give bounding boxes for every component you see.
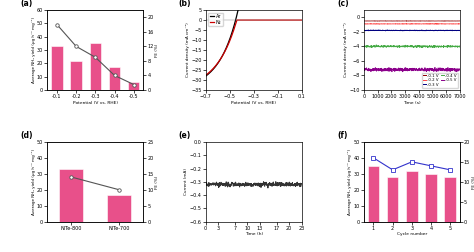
N₂ xyxy=(245,19,251,22)
X-axis label: Time (s): Time (s) xyxy=(403,101,420,105)
Text: (f): (f) xyxy=(337,131,347,140)
Y-axis label: FE (%): FE (%) xyxy=(155,43,159,57)
N₂ xyxy=(299,19,304,22)
Line: Ar: Ar xyxy=(206,0,301,76)
Y-axis label: Current (mA): Current (mA) xyxy=(184,168,188,195)
Bar xyxy=(445,177,456,222)
Text: (d): (d) xyxy=(20,131,33,140)
Legend: Ar, N₂: Ar, N₂ xyxy=(208,13,223,26)
Y-axis label: Average NH₃ yield (μg h⁻¹ mg⁻¹): Average NH₃ yield (μg h⁻¹ mg⁻¹) xyxy=(32,149,36,215)
Text: (e): (e) xyxy=(179,131,191,140)
Bar xyxy=(387,177,399,222)
X-axis label: Cycle number: Cycle number xyxy=(397,232,427,236)
Bar xyxy=(90,43,101,90)
Text: (c): (c) xyxy=(337,0,349,9)
N₂ xyxy=(203,74,209,77)
Bar xyxy=(128,82,139,90)
Y-axis label: Average NH₃ yield (μg h⁻¹ mg⁻¹): Average NH₃ yield (μg h⁻¹ mg⁻¹) xyxy=(32,17,36,83)
Bar xyxy=(425,174,437,222)
Legend: -0.1 V, -0.2 V, -0.3 V, -0.4 V, -0.5 V: -0.1 V, -0.2 V, -0.3 V, -0.4 V, -0.5 V xyxy=(422,73,458,88)
Bar xyxy=(59,169,83,222)
N₂ xyxy=(269,19,274,22)
X-axis label: Potential (V vs. RHE): Potential (V vs. RHE) xyxy=(73,101,118,105)
Bar xyxy=(368,166,379,222)
Bar xyxy=(107,195,131,222)
Y-axis label: Current density (mA cm⁻²): Current density (mA cm⁻²) xyxy=(186,23,190,77)
Bar xyxy=(109,67,120,90)
N₂ xyxy=(234,19,240,22)
Y-axis label: FE (%): FE (%) xyxy=(472,175,474,188)
Line: N₂: N₂ xyxy=(206,20,301,75)
Ar xyxy=(212,65,218,68)
Bar xyxy=(71,61,82,90)
Y-axis label: FE (%): FE (%) xyxy=(155,175,159,188)
X-axis label: Time (h): Time (h) xyxy=(245,232,263,236)
Text: (a): (a) xyxy=(20,0,33,9)
N₂ xyxy=(279,19,285,22)
N₂ xyxy=(278,19,283,22)
Bar xyxy=(51,46,63,90)
Text: (b): (b) xyxy=(179,0,191,9)
N₂ xyxy=(242,19,247,22)
Y-axis label: Average NH₃ yield (μg h⁻¹ mg⁻¹): Average NH₃ yield (μg h⁻¹ mg⁻¹) xyxy=(348,149,352,215)
Bar xyxy=(406,171,418,222)
X-axis label: Potential (V vs. RHE): Potential (V vs. RHE) xyxy=(231,101,276,105)
N₂ xyxy=(212,65,218,68)
Y-axis label: Current density (mA cm⁻²): Current density (mA cm⁻²) xyxy=(344,23,348,77)
Ar xyxy=(203,75,209,78)
